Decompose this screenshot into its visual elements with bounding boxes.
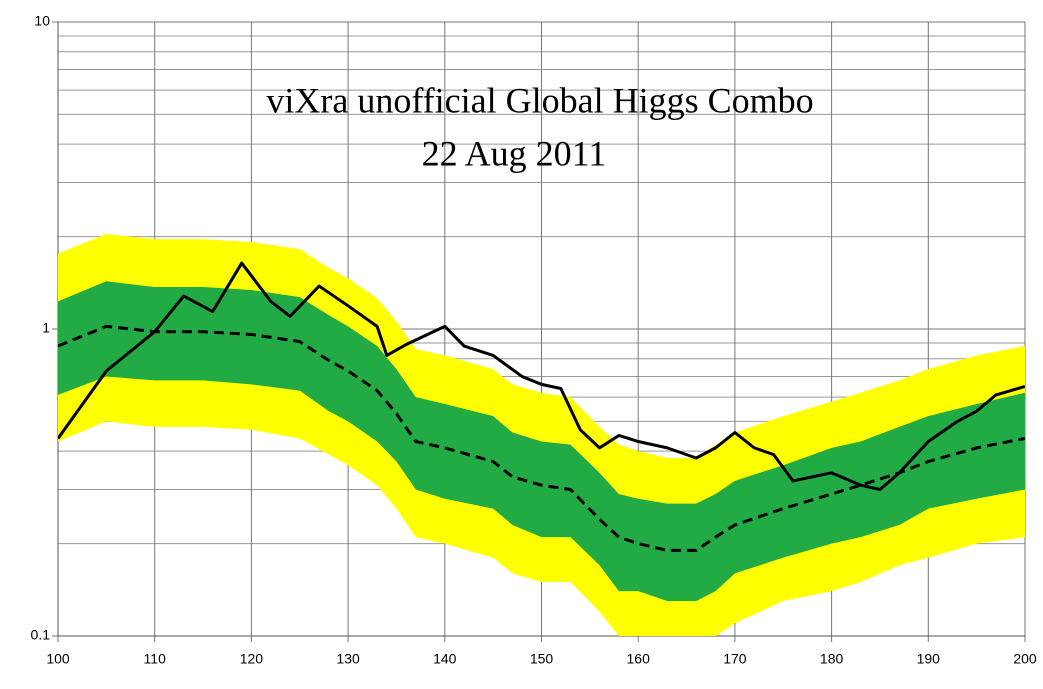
x-tick-label: 140 (433, 651, 457, 667)
x-tick-label: 130 (336, 651, 360, 667)
x-tick-label: 170 (723, 651, 747, 667)
chart-title: viXra unofficial Global Higgs Combo (266, 80, 813, 120)
x-tick-label: 200 (1013, 651, 1037, 667)
y-tick-label: 10 (34, 13, 50, 29)
observed-line (58, 261, 1025, 492)
x-tick-label: 120 (240, 651, 264, 667)
bands (58, 233, 1025, 636)
expected-line (58, 324, 1025, 552)
y-tick-label: 1 (42, 320, 50, 336)
lines (58, 261, 1025, 552)
x-tick-label: 110 (144, 651, 167, 667)
x-tick-label: 150 (530, 651, 554, 667)
x-tick-label: 190 (917, 651, 941, 667)
band (58, 281, 1025, 602)
x-tick-label: 160 (627, 651, 651, 667)
chart-subtitle: 22 Aug 2011 (422, 133, 607, 173)
y-tick-label: 0.1 (31, 627, 51, 643)
x-tick-label: 180 (820, 651, 844, 667)
x-tick-label: 100 (46, 651, 70, 667)
